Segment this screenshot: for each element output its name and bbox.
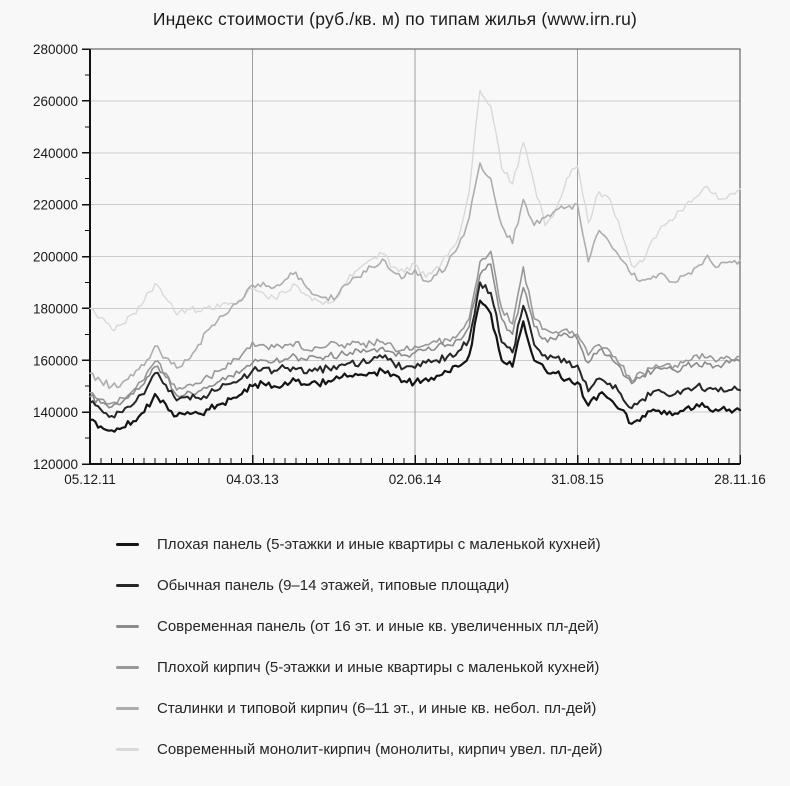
svg-text:160000: 160000: [33, 353, 78, 368]
chart-title: Индекс стоимости (руб./кв. м) по типам ж…: [152, 9, 638, 29]
svg-text:220000: 220000: [33, 198, 78, 213]
chart-legend: Плохая панель (5-этажки и иные квартиры …: [116, 524, 736, 770]
legend-label: Обычная панель (9–14 этажей, типовые пло…: [157, 577, 510, 594]
legend-item-bad-brick: Плохой кирпич (5-этажки и иные квартиры …: [116, 647, 736, 688]
legend-item-modern-panel: Современная панель (от 16 эт. и иные кв.…: [116, 606, 736, 647]
legend-swatch: [116, 543, 139, 546]
legend-swatch: [116, 625, 139, 628]
legend-label: Сталинки и типовой кирпич (6–11 эт., и и…: [157, 700, 597, 717]
svg-text:120000: 120000: [33, 457, 78, 472]
legend-item-bad-panel: Плохая панель (5-этажки и иные квартиры …: [116, 524, 736, 565]
legend-item-regular-panel: Обычная панель (9–14 этажей, типовые пло…: [116, 565, 736, 606]
legend-swatch: [116, 748, 139, 751]
legend-label: Плохая панель (5-этажки и иные квартиры …: [157, 536, 601, 553]
svg-text:05.12.11: 05.12.11: [64, 472, 116, 487]
svg-text:04.03.13: 04.03.13: [226, 472, 279, 487]
svg-text:31.08.15: 31.08.15: [551, 472, 604, 487]
svg-text:180000: 180000: [33, 301, 78, 316]
svg-text:28.11.16: 28.11.16: [714, 472, 766, 487]
svg-text:02.06.14: 02.06.14: [389, 472, 442, 487]
legend-swatch: [116, 584, 139, 587]
legend-swatch: [116, 666, 139, 669]
legend-item-monolith-brick: Современный монолит-кирпич (монолиты, ки…: [116, 729, 736, 770]
svg-text:200000: 200000: [33, 250, 78, 265]
legend-swatch: [116, 707, 139, 710]
legend-label: Современная панель (от 16 эт. и иные кв.…: [157, 618, 599, 635]
svg-text:240000: 240000: [33, 146, 78, 161]
legend-label: Современный монолит-кирпич (монолиты, ки…: [157, 741, 603, 758]
svg-text:280000: 280000: [33, 42, 78, 57]
price-index-line-chart: 120000 140000 160000 180000 200000 220000 2400…: [33, 42, 766, 487]
legend-item-stalinki-brick: Сталинки и типовой кирпич (6–11 эт., и и…: [116, 688, 736, 729]
svg-text:260000: 260000: [33, 94, 78, 109]
legend-label: Плохой кирпич (5-этажки и иные квартиры …: [157, 659, 600, 676]
svg-text:140000: 140000: [33, 405, 78, 420]
